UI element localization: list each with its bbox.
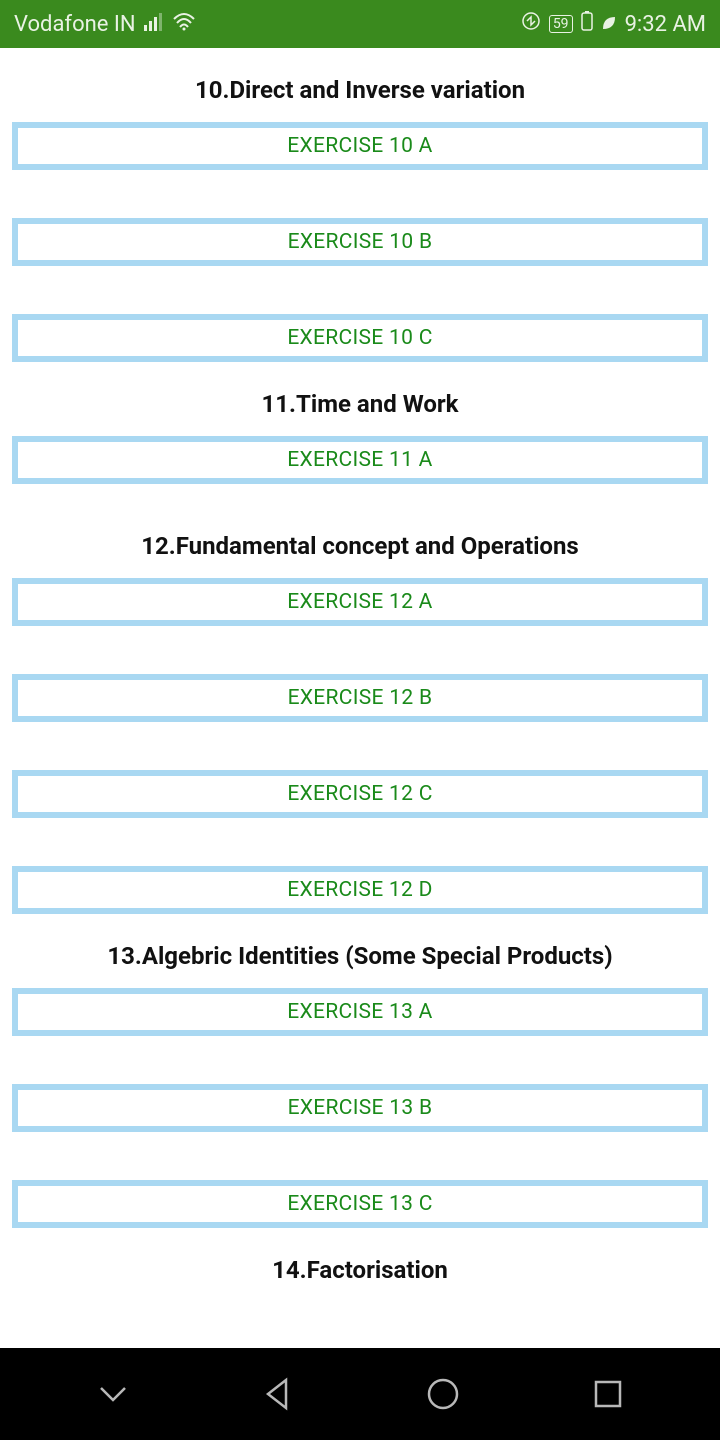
chapter-title: 11.Time and Work <box>12 390 708 418</box>
exercise-button[interactable]: EXERCISE 12 D <box>12 866 708 914</box>
chapter-title: 14.Factorisation <box>12 1256 708 1284</box>
nav-home-icon[interactable] <box>425 1376 461 1412</box>
signal-icon <box>144 12 164 37</box>
exercise-button[interactable]: EXERCISE 12 A <box>12 578 708 626</box>
chapter-title: 10.Direct and Inverse variation <box>12 76 708 104</box>
exercise-button[interactable]: EXERCISE 13 A <box>12 988 708 1036</box>
exercise-button[interactable]: EXERCISE 10 C <box>12 314 708 362</box>
chapter-title: 12.Fundamental concept and Operations <box>12 532 708 560</box>
battery-icon <box>581 11 593 37</box>
battery-indicator: 59 <box>549 15 573 33</box>
navigation-bar <box>0 1348 720 1440</box>
exercise-button[interactable]: EXERCISE 12 B <box>12 674 708 722</box>
clock-label: 9:32 AM <box>625 12 706 37</box>
exercise-button[interactable]: EXERCISE 12 C <box>12 770 708 818</box>
wifi-icon <box>172 12 196 37</box>
exercise-button[interactable]: EXERCISE 10 B <box>12 218 708 266</box>
nav-back-icon[interactable] <box>260 1376 296 1412</box>
content-scroll[interactable]: 10.Direct and Inverse variation EXERCISE… <box>0 48 720 1348</box>
content: 10.Direct and Inverse variation EXERCISE… <box>0 76 720 1284</box>
carrier-label: Vodafone IN <box>14 12 136 37</box>
exercise-button[interactable]: EXERCISE 13 B <box>12 1084 708 1132</box>
status-bar: Vodafone IN 59 9:32 AM <box>0 0 720 48</box>
nav-collapse-icon[interactable] <box>95 1376 131 1412</box>
chapter-title: 13.Algebric Identities (Some Special Pro… <box>12 942 708 970</box>
status-left: Vodafone IN <box>14 12 196 37</box>
exercise-button[interactable]: EXERCISE 11 A <box>12 436 708 484</box>
sync-icon <box>521 11 541 37</box>
exercise-button[interactable]: EXERCISE 10 A <box>12 122 708 170</box>
status-right: 59 9:32 AM <box>521 11 706 37</box>
leaf-icon <box>601 12 617 37</box>
exercise-button[interactable]: EXERCISE 13 C <box>12 1180 708 1228</box>
nav-recent-icon[interactable] <box>590 1376 626 1412</box>
